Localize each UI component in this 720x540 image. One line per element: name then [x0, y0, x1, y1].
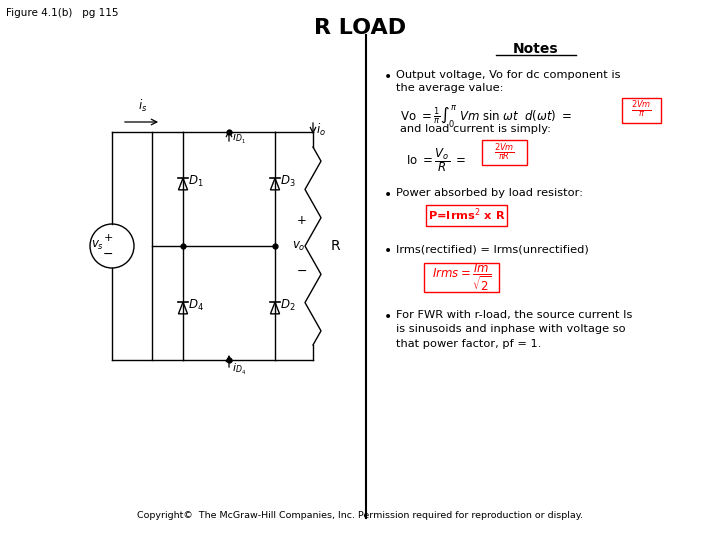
- Text: P=Irms$^2$ x R: P=Irms$^2$ x R: [428, 207, 505, 224]
- Text: Notes: Notes: [513, 42, 559, 56]
- Text: +: +: [103, 233, 113, 243]
- Text: $i_{D_4}$: $i_{D_4}$: [232, 362, 246, 377]
- Text: Figure 4.1(b)   pg 115: Figure 4.1(b) pg 115: [6, 8, 119, 18]
- FancyBboxPatch shape: [426, 205, 508, 226]
- Text: •: •: [384, 244, 392, 258]
- Text: $v_o$: $v_o$: [292, 239, 306, 253]
- Text: $D_2$: $D_2$: [280, 298, 295, 313]
- Text: Vo $= \frac{1}{\pi}\int_0^{\pi}$ $Vm$ sin $\omega t$ $\;d(\omega t)$ $=$: Vo $= \frac{1}{\pi}\int_0^{\pi}$ $Vm$ si…: [400, 104, 572, 130]
- Text: $i_s$: $i_s$: [138, 98, 147, 114]
- Text: $\frac{2Vm}{\pi}$: $\frac{2Vm}{\pi}$: [631, 100, 652, 120]
- Text: $\mathit{Irms} = \dfrac{\mathit{Im}}{\sqrt{2}}$: $\mathit{Irms} = \dfrac{\mathit{Im}}{\sq…: [432, 261, 492, 293]
- Text: $v_s$: $v_s$: [91, 239, 104, 252]
- Text: $i_{D_1}$: $i_{D_1}$: [232, 131, 246, 146]
- Text: For FWR with r-load, the source current Is
is sinusoids and inphase with voltage: For FWR with r-load, the source current …: [396, 310, 632, 349]
- Text: Power absorbed by load resistor:: Power absorbed by load resistor:: [396, 188, 582, 198]
- Text: Copyright©  The McGraw-Hill Companies, Inc. Permission required for reproduction: Copyright© The McGraw-Hill Companies, In…: [137, 511, 583, 520]
- Text: $D_3$: $D_3$: [280, 173, 296, 188]
- Text: the average value:: the average value:: [396, 83, 503, 93]
- FancyBboxPatch shape: [482, 139, 527, 165]
- FancyBboxPatch shape: [424, 262, 499, 292]
- Text: $D_1$: $D_1$: [188, 173, 204, 188]
- Text: Io $= \dfrac{V_o}{R}$ $=$: Io $= \dfrac{V_o}{R}$ $=$: [406, 146, 466, 174]
- Text: and load current is simply:: and load current is simply:: [400, 124, 551, 134]
- Text: $i_o$: $i_o$: [316, 122, 326, 138]
- FancyBboxPatch shape: [622, 98, 661, 123]
- Text: Irms(rectified) = Irms(unrectified): Irms(rectified) = Irms(unrectified): [396, 244, 588, 254]
- Text: •: •: [384, 188, 392, 202]
- Text: +: +: [297, 214, 307, 227]
- Text: •: •: [384, 310, 392, 324]
- Text: R LOAD: R LOAD: [314, 18, 406, 38]
- Text: −: −: [103, 247, 113, 260]
- Text: R: R: [331, 239, 341, 253]
- Text: •: •: [384, 70, 392, 84]
- Text: $\frac{2Vm}{\pi R}$: $\frac{2Vm}{\pi R}$: [495, 141, 516, 163]
- Text: −: −: [297, 265, 307, 278]
- Text: $D_4$: $D_4$: [188, 298, 204, 313]
- Text: Output voltage, Vo for dc component is: Output voltage, Vo for dc component is: [396, 70, 620, 80]
